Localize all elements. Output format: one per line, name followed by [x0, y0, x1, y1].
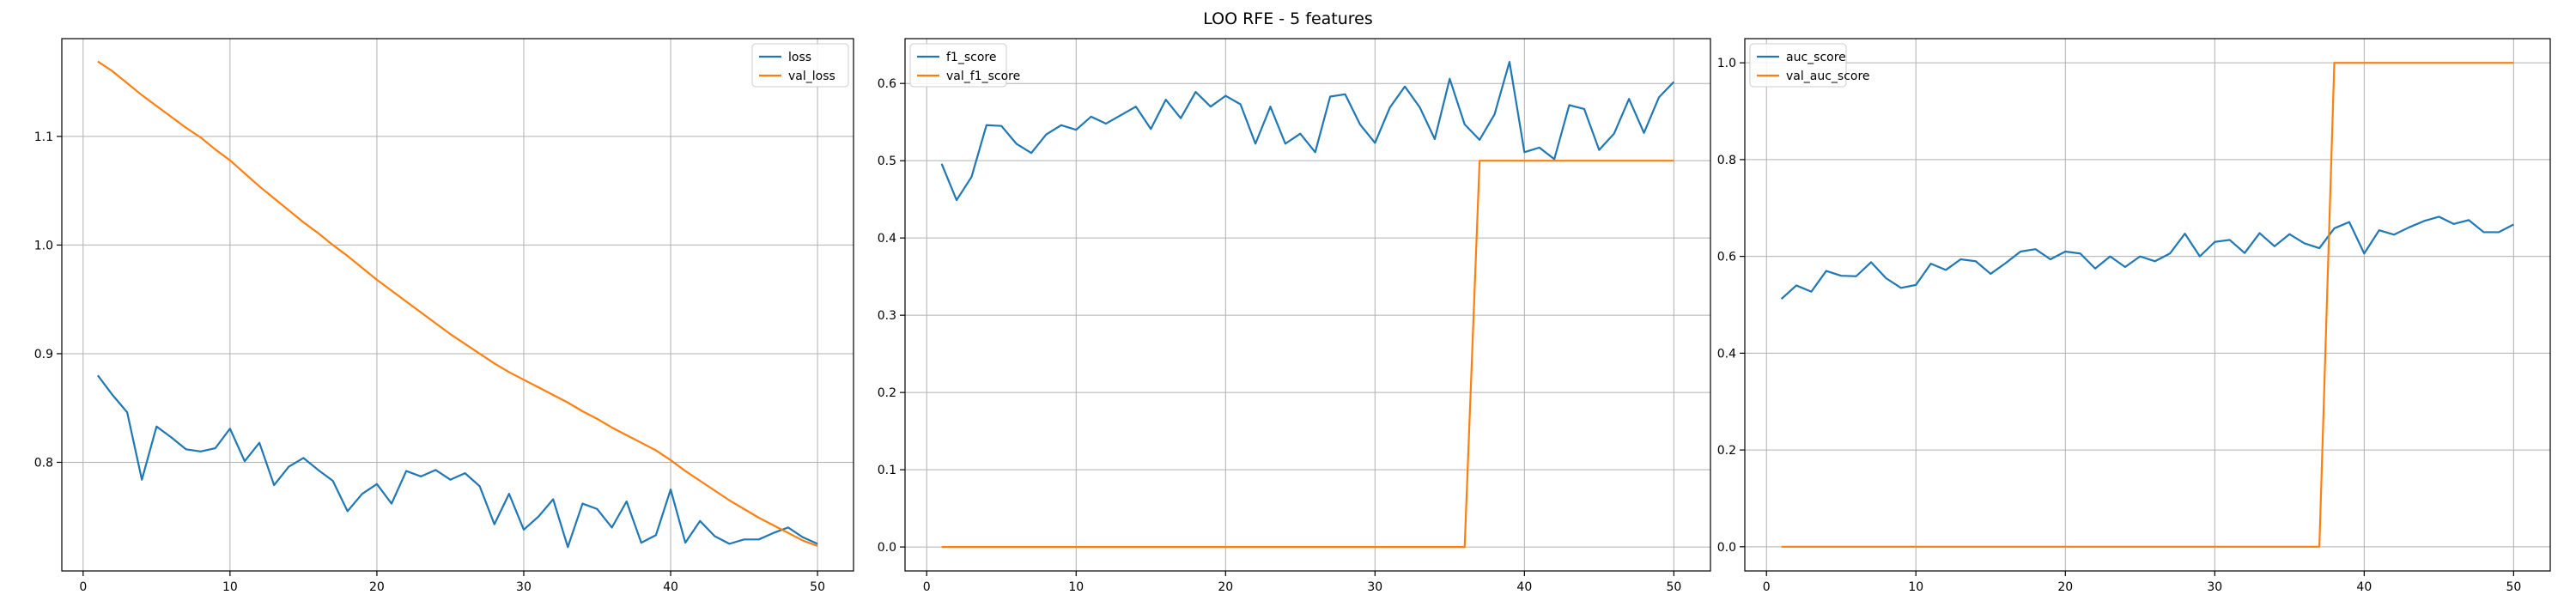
legend-label: val_loss — [788, 70, 835, 83]
series-line-val-auc-score — [1781, 62, 2514, 548]
y-tick-label: 0.5 — [878, 155, 896, 168]
x-tick-label: 0 — [923, 580, 931, 594]
legend: loss val_loss — [751, 43, 849, 88]
y-tick-label: 0.6 — [1717, 251, 1736, 264]
y-tick-label: 0.4 — [1717, 347, 1736, 361]
y-tick-label: 0.6 — [878, 77, 896, 91]
legend: auc_score val_auc_score — [1749, 43, 1870, 88]
x-tick-label: 0 — [79, 580, 87, 594]
legend-label: f1_score — [946, 51, 996, 64]
y-tick-label: 0.8 — [34, 456, 53, 470]
legend: f1_score val_f1_score — [909, 43, 1020, 88]
axes-frame — [1744, 38, 2551, 572]
subplots: 0 10 20 30 40 50 0.8 0.9 1.0 1.1 loss val_loss 0 10 20… — [34, 38, 2551, 594]
legend-label: val_f1_score — [946, 70, 1020, 83]
x-tick-label: 0 — [1763, 580, 1771, 594]
x-tick-label: 50 — [810, 580, 825, 594]
y-tick-label: 0.9 — [34, 348, 53, 361]
x-tick-label: 20 — [1218, 580, 1233, 594]
x-tick-label: 50 — [2506, 580, 2521, 594]
figure-suptitle: LOO RFE - 5 features — [1203, 9, 1373, 28]
subplot-2: 0 10 20 30 40 50 0.0 0.1 0.2 0.3 0.4 0.5 0.6 f1_score… — [878, 38, 1711, 594]
axes-frame — [61, 38, 854, 572]
x-tick-label: 40 — [663, 580, 678, 594]
x-tick-label: 10 — [222, 580, 238, 594]
y-tick-label: 1.0 — [34, 239, 53, 252]
x-tick-label: 30 — [2207, 580, 2222, 594]
y-tick-label: 0.4 — [878, 232, 896, 246]
x-tick-label: 20 — [2057, 580, 2073, 594]
legend-label: val_auc_score — [1786, 70, 1870, 83]
y-tick-label: 1.0 — [1717, 57, 1736, 70]
series-line-f1-score — [940, 60, 1675, 202]
series-line-val-f1-score — [941, 160, 1674, 549]
y-tick-label: 0.2 — [878, 386, 896, 400]
y-tick-label: 0.0 — [878, 541, 896, 555]
series-line-loss — [97, 374, 818, 549]
y-tick-label: 0.3 — [878, 309, 896, 323]
x-tick-label: 30 — [1367, 580, 1382, 594]
x-tick-label: 10 — [1908, 580, 1923, 594]
y-tick-label: 0.1 — [878, 464, 896, 477]
legend-label: auc_score — [1786, 51, 1846, 64]
subplot-1: 0 10 20 30 40 50 0.8 0.9 1.0 1.1 loss val_loss — [34, 38, 854, 594]
x-tick-label: 30 — [516, 580, 532, 594]
x-tick-label: 50 — [1666, 580, 1681, 594]
series-line-auc-score — [1780, 216, 2514, 300]
legend-label: loss — [788, 51, 811, 64]
subplot-3: 0 10 20 30 40 50 0.0 0.2 0.4 0.6 0.8 1.0 auc_scoreva… — [1717, 38, 2551, 594]
axes-frame — [904, 38, 1711, 572]
y-tick-label: 1.1 — [34, 131, 53, 144]
x-tick-label: 40 — [2356, 580, 2372, 594]
x-tick-label: 10 — [1068, 580, 1084, 594]
y-tick-label: 0.0 — [1717, 541, 1736, 555]
y-tick-label: 0.2 — [1717, 444, 1736, 458]
x-tick-label: 20 — [369, 580, 385, 594]
series-line-val-loss — [97, 60, 818, 547]
y-tick-label: 0.8 — [1717, 154, 1736, 167]
x-tick-label: 40 — [1516, 580, 1532, 594]
